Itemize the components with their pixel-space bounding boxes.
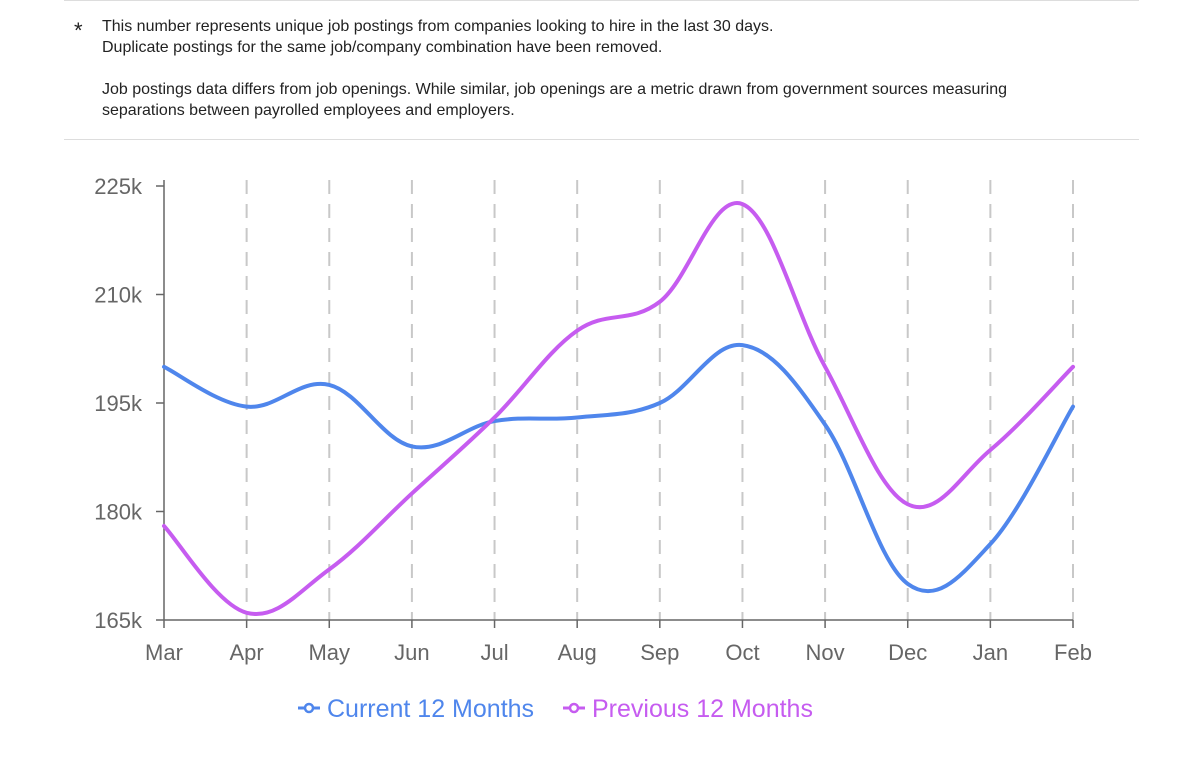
footnote-marker: *: [74, 18, 83, 43]
x-tick-label: Mar: [145, 640, 183, 665]
series-line-current: [162, 343, 1075, 594]
x-tick-label: Apr: [230, 640, 264, 665]
legend-item-current[interactable]: Current 12 Months: [298, 695, 534, 723]
y-tick-label: 210k: [94, 283, 143, 308]
y-tick-label: 225k: [94, 174, 143, 199]
legend-marker-icon: [303, 702, 315, 714]
x-tick-label: Sep: [640, 640, 679, 665]
legend-label: Current 12 Months: [327, 695, 534, 723]
y-tick-label: 195k: [94, 391, 143, 416]
footnote-line-1: This number represents unique job postin…: [102, 18, 774, 35]
x-tick-label: Dec: [888, 640, 927, 665]
y-tick-label: 165k: [94, 608, 143, 633]
x-tick-label: Feb: [1054, 640, 1092, 665]
axis-layer: 165k 180k 195k 210k 225k Mar Apr May Jun Jul Aug Se…: [94, 174, 1092, 665]
series-line-previous: [162, 201, 1075, 616]
x-tick-label: Jan: [973, 640, 1008, 665]
legend-marker-icon: [568, 702, 580, 714]
series-layer: [162, 201, 1075, 616]
x-tick-label: Oct: [725, 640, 759, 665]
y-tick-label: 180k: [94, 500, 143, 525]
x-tick-label: Jun: [394, 640, 429, 665]
footnote-line-4: separations between payrolled employees …: [102, 102, 515, 119]
x-tick-label: Nov: [806, 640, 845, 665]
x-tick-label: Jul: [480, 640, 508, 665]
x-tick-label: Aug: [558, 640, 597, 665]
footnote-line-2: Duplicate postings for the same job/comp…: [102, 39, 663, 56]
section-divider: [64, 139, 1139, 140]
legend[interactable]: Current 12 Months Previous 12 Months: [298, 695, 813, 723]
grid-layer: [245, 180, 1074, 620]
x-tick-label: May: [308, 640, 350, 665]
legend-label: Previous 12 Months: [592, 695, 813, 723]
top-divider: [64, 0, 1139, 1]
legend-item-previous[interactable]: Previous 12 Months: [563, 695, 813, 723]
footnote-line-3: Job postings data differs from job openi…: [102, 81, 1008, 98]
